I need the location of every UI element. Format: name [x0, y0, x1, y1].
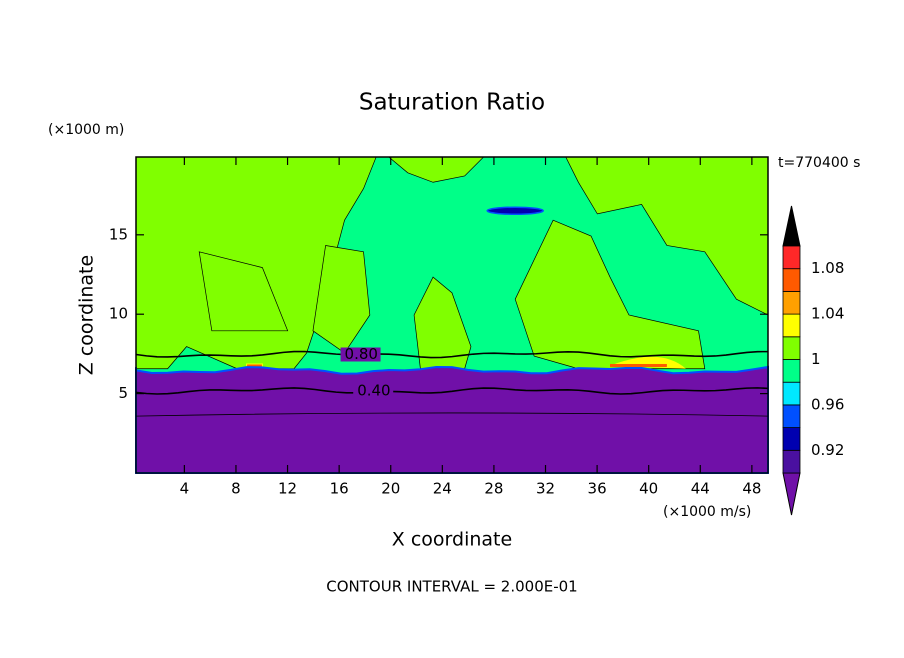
- x-tick-label: 8: [231, 480, 241, 498]
- field-region: [486, 206, 544, 215]
- contour-label-bg: [353, 383, 394, 398]
- colorbar-tick-label: 1: [811, 350, 821, 368]
- plot-frame: [135, 156, 769, 474]
- colorbar-band: [782, 381, 801, 406]
- contour-line: [135, 387, 769, 395]
- x-tick-label: 36: [588, 480, 607, 498]
- field-region: [312, 245, 371, 354]
- x-tick-label: 44: [691, 480, 710, 498]
- colorbar-tick-label: 0.96: [811, 395, 844, 413]
- x-tick-label: 32: [536, 480, 555, 498]
- field-region: [610, 363, 667, 367]
- colorbar-tick-label: 0.92: [811, 441, 844, 459]
- colorbar-band: [782, 359, 801, 383]
- x-tick-label: 16: [330, 480, 349, 498]
- y-tick-label: 15: [109, 225, 128, 243]
- y-tick-label: 5: [118, 384, 128, 402]
- contour-field: [135, 156, 769, 474]
- chart-title: Saturation Ratio: [359, 90, 545, 116]
- x-axis-label: X coordinate: [392, 529, 512, 551]
- contour-label: 0.80: [345, 345, 378, 363]
- x-tick-label: 12: [278, 480, 297, 498]
- colorbar-tick-label: 1.08: [811, 259, 844, 277]
- x-tick-label: 48: [742, 480, 761, 498]
- time-label: t=770400 s: [778, 155, 860, 171]
- colorbar-band: [782, 449, 801, 474]
- colorbar-band: [782, 290, 801, 315]
- x-tick-label: 24: [433, 480, 452, 498]
- x-tick-label: 28: [484, 480, 503, 498]
- contour-label-bg: [340, 347, 381, 362]
- x-tick-label: 40: [639, 480, 658, 498]
- field-region: [135, 365, 769, 474]
- colorbar-band: [782, 404, 801, 428]
- y-axis-label: Z coordinate: [76, 255, 98, 375]
- footer: CONTOUR INTERVAL = 2.000E-01: [326, 578, 577, 596]
- colorbar-band: [782, 313, 801, 338]
- field-region: [514, 219, 706, 370]
- y-tick-label: 10: [109, 305, 128, 323]
- contour-line: [135, 412, 769, 417]
- colorbar-band: [782, 427, 801, 451]
- field-region: [198, 251, 289, 332]
- x-unit: (×1000 m/s): [663, 504, 751, 520]
- contour-label: 0.40: [357, 381, 390, 399]
- colorbar-band: [782, 336, 801, 360]
- y-unit: (×1000 m): [48, 122, 124, 138]
- contour-line: [135, 350, 769, 359]
- x-tick-label: 4: [180, 480, 190, 498]
- colorbar-tick-label: 1.04: [811, 305, 844, 323]
- x-tick-label: 20: [381, 480, 400, 498]
- colorbar-band: [782, 245, 801, 270]
- colorbar-band: [782, 268, 801, 292]
